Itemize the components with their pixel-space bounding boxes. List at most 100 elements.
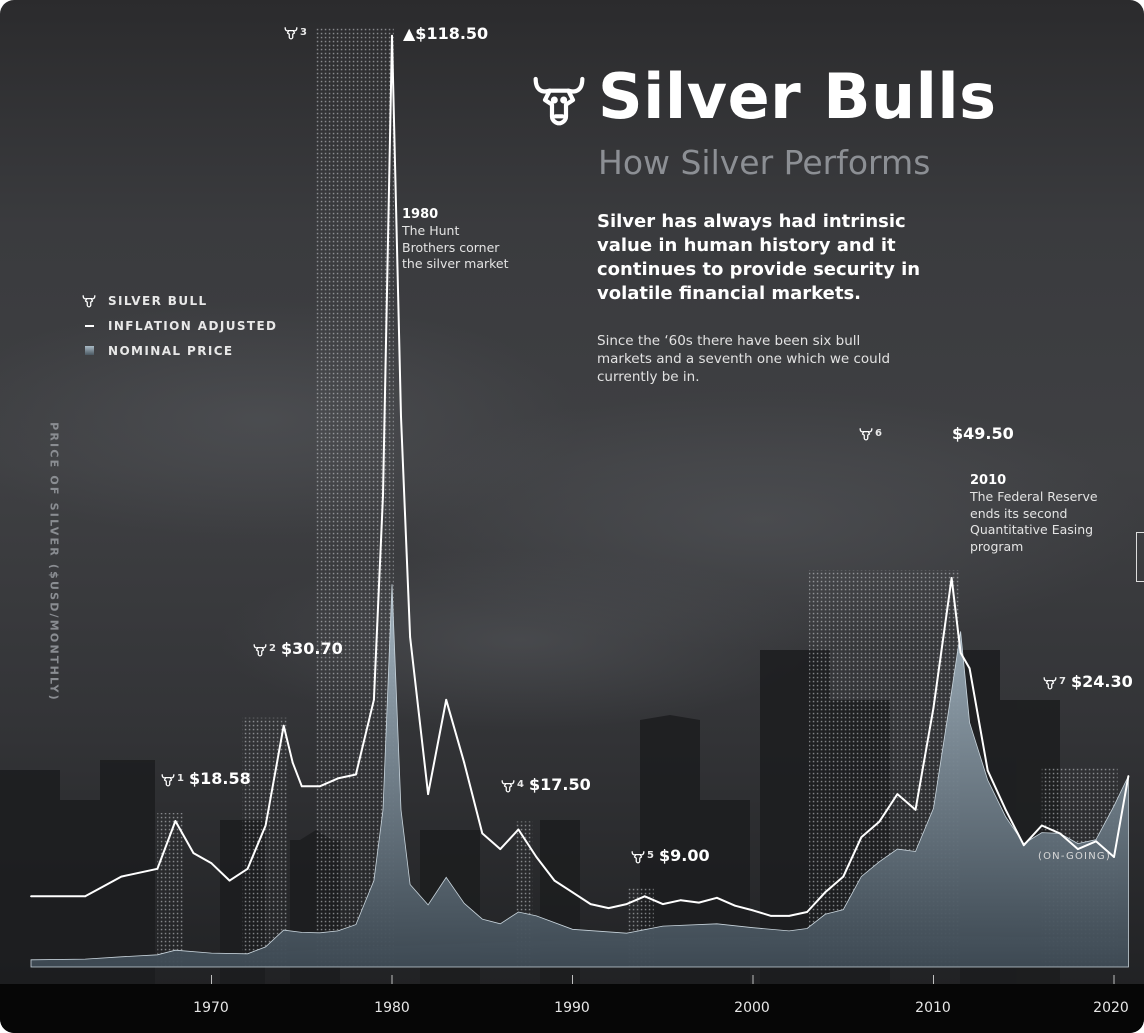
annotation-year: 2010 bbox=[970, 473, 1007, 488]
inflation-point bbox=[914, 808, 917, 811]
inflation-point bbox=[210, 862, 213, 865]
inflation-point bbox=[382, 494, 384, 497]
inflation-point bbox=[698, 901, 700, 904]
inflation-point bbox=[824, 891, 827, 894]
bull-number: 1 bbox=[177, 773, 184, 784]
inflation-point bbox=[84, 895, 87, 898]
bull-1-label: 1 $18.58 bbox=[160, 769, 251, 788]
inflation-point bbox=[264, 824, 267, 827]
nominal-price-area bbox=[30, 584, 1129, 968]
inflation-point bbox=[752, 909, 754, 912]
nominal-price-area-shape bbox=[30, 584, 1129, 968]
bull-3-label: 3 bbox=[283, 25, 312, 40]
legend: SILVER BULL INFLATION ADJUSTED NOMINAL P… bbox=[80, 288, 277, 363]
inflation-point bbox=[400, 416, 402, 418]
inflation-point bbox=[1004, 808, 1007, 811]
intro-lead-text: Silver has always had intrinsic value in… bbox=[597, 211, 921, 304]
annotation-year: 1980 bbox=[402, 207, 439, 222]
inflation-point bbox=[1127, 775, 1130, 777]
bull-peak-price: $30.70 bbox=[280, 639, 343, 658]
inflation-point bbox=[842, 875, 845, 878]
inflation-point bbox=[553, 879, 556, 882]
bull-head-icon bbox=[1042, 675, 1058, 689]
bull-market-bands bbox=[157, 27, 1118, 968]
bull-head-icon bbox=[283, 25, 299, 40]
bull-head-icon bbox=[858, 426, 874, 441]
inflation-point bbox=[806, 911, 808, 913]
inflation-point bbox=[30, 895, 32, 898]
bull-head-icon bbox=[630, 849, 646, 863]
x-tick-label: 1990 bbox=[554, 1000, 590, 1016]
bull-2-label: 2 $30.70 bbox=[252, 639, 343, 658]
inflation-point bbox=[463, 761, 466, 764]
intro-body-text: Since the ‘60s there have been six bull … bbox=[597, 333, 891, 385]
inflation-point bbox=[409, 636, 411, 638]
bull-market-band-3 bbox=[316, 27, 394, 968]
x-tick-label: 2020 bbox=[1093, 1000, 1129, 1016]
bull-peak-price: $24.30 bbox=[1070, 672, 1133, 691]
inflation-point bbox=[1022, 844, 1025, 847]
inflation-point bbox=[228, 879, 231, 882]
area-swatch-icon bbox=[80, 344, 98, 358]
bull-head-icon bbox=[252, 642, 268, 656]
inflation-point bbox=[445, 698, 448, 701]
x-axis-bar bbox=[0, 984, 1144, 1033]
inflation-point bbox=[355, 773, 357, 776]
x-tick-label: 1980 bbox=[374, 1000, 410, 1016]
inflation-point bbox=[788, 915, 790, 917]
bull-number: 4 bbox=[517, 779, 524, 790]
x-tick-label: 1970 bbox=[193, 1000, 229, 1016]
inflation-point bbox=[174, 820, 177, 822]
inflation-point bbox=[1040, 824, 1043, 827]
bull-peak-price: $49.50 bbox=[952, 424, 1014, 443]
inflation-point bbox=[734, 904, 736, 907]
legend-item-nominal-price: NOMINAL PRICE bbox=[80, 338, 277, 363]
legend-item-inflation-adjusted: INFLATION ADJUSTED bbox=[80, 313, 277, 338]
inflation-point bbox=[878, 820, 881, 823]
inflation-point bbox=[499, 848, 502, 850]
subtitle: How Silver Performs bbox=[598, 143, 931, 182]
bull-number: 2 bbox=[269, 643, 276, 654]
legend-label-nominal-price: NOMINAL PRICE bbox=[108, 343, 234, 358]
inflation-point bbox=[950, 577, 953, 579]
inflation-point bbox=[192, 852, 195, 854]
bull-4-label: 4 $17.50 bbox=[500, 775, 591, 794]
x-axis-ticks bbox=[211, 975, 1115, 984]
bull-peak-price: $17.50 bbox=[528, 775, 591, 794]
inflation-point bbox=[535, 856, 538, 858]
bull-peak-price: $9.00 bbox=[658, 846, 710, 865]
inflation-point bbox=[716, 896, 718, 899]
inflation-point bbox=[1077, 848, 1079, 850]
x-tick-label: 2000 bbox=[734, 1000, 770, 1016]
line-swatch-icon bbox=[80, 319, 98, 333]
bull-6-label: 6 bbox=[858, 426, 887, 441]
bull-5-label: 5 $9.00 bbox=[630, 846, 710, 865]
inflation-point bbox=[986, 769, 989, 772]
inflation-point bbox=[860, 836, 863, 839]
bull-number: 5 bbox=[647, 850, 654, 861]
inflation-point bbox=[959, 651, 962, 654]
legend-item-silver-bull: SILVER BULL bbox=[80, 288, 277, 313]
annotation-text: The Federal Reserve ends its second Quan… bbox=[970, 489, 1098, 554]
inflation-point bbox=[427, 793, 429, 795]
inflation-point bbox=[282, 724, 285, 727]
inflation-point bbox=[517, 828, 520, 831]
inflation-point bbox=[932, 706, 935, 709]
annotation-1980: 1980 The Hunt Brothers corner the silver… bbox=[402, 206, 512, 273]
inflation-adjusted-line bbox=[30, 34, 1130, 917]
title: Silver Bulls bbox=[598, 60, 997, 133]
inflation-point bbox=[571, 891, 574, 894]
inflation-point bbox=[391, 34, 393, 37]
inflation-point bbox=[373, 698, 375, 701]
peak-price-label: ▲$118.50 bbox=[403, 24, 489, 43]
edge-frame bbox=[1136, 532, 1144, 582]
inflation-point bbox=[589, 903, 592, 905]
inflation-adjusted-line-path bbox=[31, 34, 1130, 917]
inflation-point bbox=[481, 832, 484, 835]
inflation-point bbox=[318, 785, 321, 788]
inflation-point bbox=[770, 915, 772, 917]
bull-6-price-label: $49.50 bbox=[952, 424, 1014, 443]
bull-head-icon bbox=[80, 294, 98, 308]
